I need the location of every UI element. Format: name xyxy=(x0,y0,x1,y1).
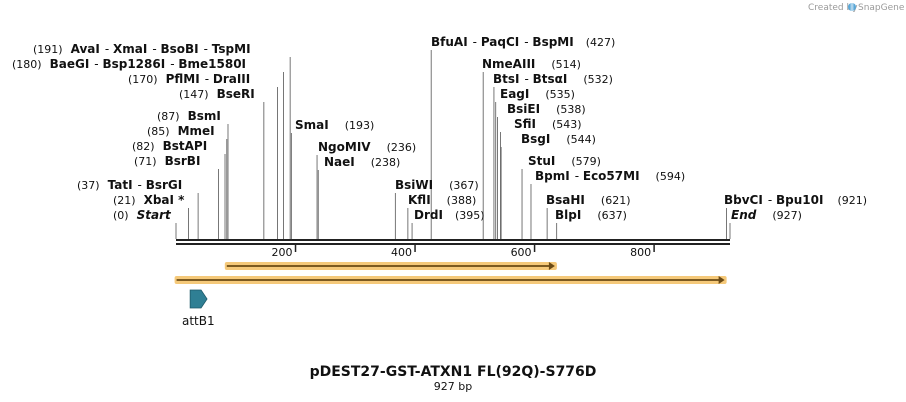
site-label-mmei[interactable]: (85) MmeI xyxy=(147,124,215,138)
watermark-brand: SnapGene xyxy=(858,3,905,13)
watermark-prefix: Created by xyxy=(808,3,858,13)
site-label-xbai[interactable]: (21) XbaI * xyxy=(113,193,185,207)
ruler-tick-label: 600 xyxy=(511,246,532,259)
site-label-smai[interactable]: SmaI (193) xyxy=(295,118,374,132)
site-label-bsgi[interactable]: BsgI (544) xyxy=(521,132,596,146)
cut-site-lines xyxy=(175,50,731,239)
snapgene-watermark: Created by SnapGene xyxy=(808,3,905,13)
site-label-drdi[interactable]: DrdI (395) xyxy=(414,208,485,222)
site-label-sfii[interactable]: SfiI (543) xyxy=(514,117,582,131)
site-label-bseri[interactable]: (147) BseRI xyxy=(179,87,255,101)
cut-site-labels: (191) AvaI - XmaI - BsoBI - TspMI (180) BaeGI… xyxy=(12,35,867,222)
site-label-kfli[interactable]: KflI (388) xyxy=(408,193,476,207)
site-label-bfuai[interactable]: BfuAI - PaqCI - BspMI (427) xyxy=(431,35,615,49)
feature-orf-2[interactable] xyxy=(174,276,727,284)
site-label-bpmi[interactable]: BpmI - Eco57MI (594) xyxy=(535,169,685,183)
feature-arrowhead xyxy=(718,276,725,284)
feature-label-attb1: attB1 xyxy=(182,314,215,328)
ruler-tick-label: 200 xyxy=(272,246,293,259)
site-label-ngomiv[interactable]: NgoMIV (236) xyxy=(318,140,416,154)
dna-backbone xyxy=(176,239,730,245)
site-label-nmeaiii[interactable]: NmeAIII (514) xyxy=(482,57,581,71)
site-label-bsmi[interactable]: (87) BsmI xyxy=(157,109,221,123)
feature-attb1-arrow[interactable] xyxy=(189,289,208,309)
feature-orf-1[interactable] xyxy=(224,262,557,270)
site-label-bbvci[interactable]: BbvCI - Bpu10I (921) xyxy=(724,193,867,207)
site-label-bsiwi[interactable]: BsiWI (367) xyxy=(395,178,479,192)
feature-arrowhead xyxy=(548,262,555,270)
ruler-tick-label: 800 xyxy=(630,246,651,259)
backbone-top-strand xyxy=(176,239,730,241)
site-label-bsrbi[interactable]: (71) BsrBI xyxy=(134,154,200,168)
map-length: 927 bp xyxy=(434,380,472,393)
snapgene-logo-icon xyxy=(848,3,856,11)
site-label-blpi[interactable]: BlpI (637) xyxy=(555,208,627,222)
site-label-btsi[interactable]: BtsI - BtsαI (532) xyxy=(493,72,613,86)
site-label-bsiei[interactable]: BsiEI (538) xyxy=(507,102,586,116)
site-label-tati[interactable]: (37) TatI - BsrGI xyxy=(77,178,182,192)
site-label-eagi[interactable]: EagI (535) xyxy=(500,87,575,101)
site-label-naei[interactable]: NaeI (238) xyxy=(324,155,400,169)
site-label-baegi[interactable]: (180) BaeGI - Bsp1286I - Bme1580I xyxy=(12,57,246,71)
map-title: pDEST27-GST-ATXN1 FL(92Q)-S776D xyxy=(310,364,597,380)
backbone-bottom-strand xyxy=(176,243,730,245)
ruler-tick-label: 400 xyxy=(391,246,412,259)
site-label-end[interactable]: End (927) xyxy=(731,208,802,222)
site-label-bstapi[interactable]: (82) BstAPI xyxy=(132,139,207,153)
features-track xyxy=(174,262,727,309)
ruler-ticks: 200 400 600 800 xyxy=(272,245,655,259)
site-label-start[interactable]: (0) Start xyxy=(113,208,172,222)
site-label-pflmi[interactable]: (170) PflMI - DraIII xyxy=(128,72,250,86)
site-label-ava[interactable]: (191) AvaI - XmaI - BsoBI - TspMI xyxy=(33,42,251,56)
site-label-bsahi[interactable]: BsaHI (621) xyxy=(546,193,631,207)
site-label-stui[interactable]: StuI (579) xyxy=(528,154,601,168)
